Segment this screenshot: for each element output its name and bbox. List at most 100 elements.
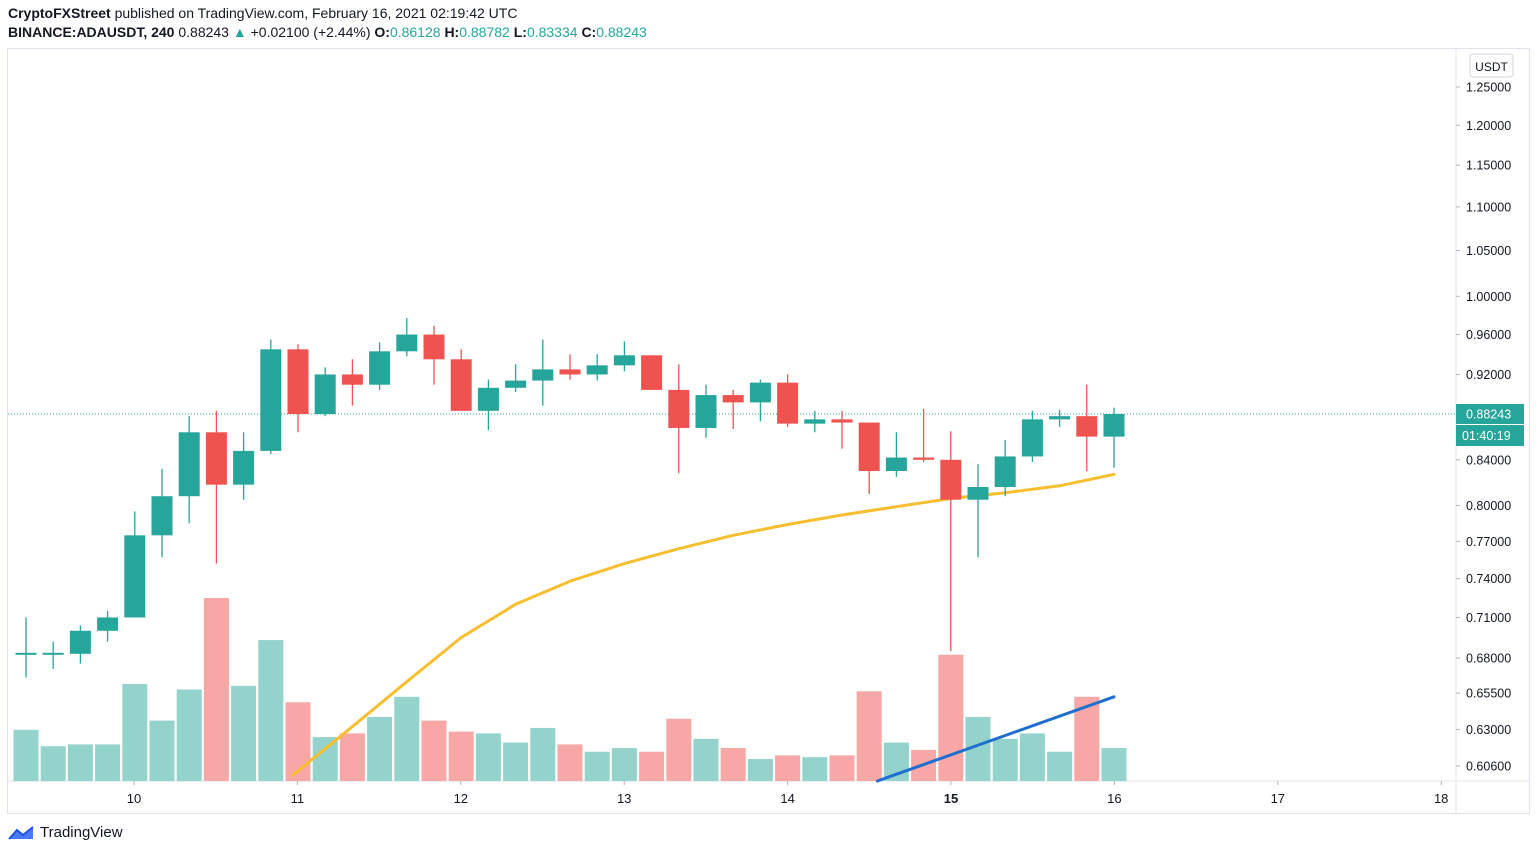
- volume-bar: [285, 702, 311, 781]
- volume-bar: [829, 755, 855, 781]
- candle-body: [1021, 419, 1043, 457]
- publish-info: CryptoFXStreet published on TradingView.…: [8, 5, 517, 21]
- currency-badge: [1469, 53, 1514, 78]
- countdown-label: 01:40:19: [1462, 429, 1511, 443]
- candle-body: [151, 496, 173, 536]
- candle-body: [505, 380, 527, 388]
- candle: [314, 367, 336, 417]
- candle-body: [831, 419, 853, 423]
- volume-bar: [339, 733, 365, 781]
- candle: [1076, 384, 1098, 472]
- candle: [858, 422, 880, 494]
- last-price: 0.88243: [178, 24, 229, 40]
- candle: [831, 410, 853, 449]
- candle-body: [1076, 416, 1098, 437]
- volume-bar: [67, 744, 93, 781]
- volume-bar: [40, 746, 66, 781]
- candle: [233, 432, 255, 500]
- candle-body: [178, 432, 200, 497]
- volume-bar: [475, 733, 501, 781]
- candle-body: [1103, 414, 1125, 437]
- high-value: 0.88782: [459, 24, 510, 40]
- volume-bar: [1047, 751, 1073, 781]
- candle-body: [586, 365, 608, 375]
- current-price-label: 0.88243: [1466, 408, 1511, 422]
- low-value: 0.83334: [526, 24, 578, 40]
- candle: [97, 610, 119, 642]
- candle: [804, 410, 826, 433]
- price-tick-label: 0.77000: [1466, 535, 1511, 549]
- candle-body: [287, 349, 309, 415]
- volume-bar: [149, 720, 175, 781]
- time-tick-label: 15: [944, 791, 958, 806]
- candle: [505, 364, 527, 392]
- candle: [940, 431, 962, 652]
- candle: [369, 342, 391, 390]
- tradingview-logo-icon: [8, 825, 34, 840]
- volume-bar: [747, 759, 773, 781]
- volume-trendline: [875, 695, 1116, 783]
- candle-body: [396, 334, 418, 352]
- candle-body: [477, 387, 499, 411]
- price-tick-label: 0.80000: [1466, 499, 1511, 513]
- publisher-name[interactable]: CryptoFXStreet: [8, 5, 111, 21]
- volume-bar: [720, 748, 746, 781]
- candle: [341, 359, 363, 406]
- candle-body: [69, 630, 91, 654]
- candle: [42, 641, 64, 670]
- volume-bar: [176, 689, 202, 781]
- candle-body: [722, 395, 744, 403]
- candle: [287, 344, 309, 433]
- price-tick-label: 0.68000: [1466, 651, 1511, 665]
- candle-body: [15, 652, 37, 655]
- candle: [885, 432, 907, 477]
- volume-bar: [258, 640, 284, 781]
- candle-body: [967, 486, 989, 500]
- chart-frame: [7, 48, 1530, 814]
- close-value: 0.88243: [596, 24, 647, 40]
- price-tick-label: 0.71000: [1466, 611, 1511, 625]
- candle: [124, 511, 146, 618]
- time-tick-label: 13: [617, 791, 631, 806]
- volume-bar: [13, 729, 39, 781]
- candle: [613, 341, 635, 372]
- volume-bar: [503, 742, 529, 781]
- change-value: +0.02100 (+2.44%): [250, 24, 371, 40]
- candle-body: [42, 652, 64, 655]
- ohlc-legend: BINANCE:ADAUSDT, 240 0.88243 ▲ +0.02100 …: [8, 24, 647, 40]
- candle: [967, 464, 989, 558]
- candle: [722, 389, 744, 430]
- candle-body: [777, 382, 799, 424]
- open-label: O:: [374, 24, 390, 40]
- tradingview-brand[interactable]: TradingView: [8, 824, 123, 841]
- current-price-badge: [1456, 404, 1524, 425]
- candle: [423, 325, 445, 385]
- volume-bar: [584, 751, 610, 781]
- price-tick-label: 1.25000: [1466, 81, 1511, 95]
- currency-label: USDT: [1475, 60, 1508, 74]
- volume-bar: [557, 744, 583, 781]
- candle: [260, 339, 282, 455]
- candle: [668, 364, 690, 474]
- candle: [1021, 410, 1043, 463]
- volume-bar: [203, 598, 229, 781]
- candle-body: [994, 456, 1016, 487]
- candle: [178, 416, 200, 524]
- volume-bar: [611, 748, 637, 781]
- candle: [205, 410, 227, 564]
- candle-body: [641, 355, 663, 390]
- symbol-label[interactable]: BINANCE:ADAUSDT, 240: [8, 24, 175, 40]
- price-tick-label: 0.84000: [1466, 453, 1511, 467]
- candle-body: [124, 535, 146, 618]
- volume-bar: [1101, 748, 1127, 781]
- candle: [994, 439, 1016, 497]
- price-tick-label: 0.65500: [1466, 687, 1511, 701]
- candle-body: [695, 395, 717, 428]
- candle-body: [940, 459, 962, 500]
- time-tick-label: 16: [1107, 791, 1121, 806]
- time-tick-label: 12: [454, 791, 468, 806]
- candle-body: [97, 617, 119, 631]
- candle-body: [749, 382, 771, 403]
- candle: [749, 379, 771, 422]
